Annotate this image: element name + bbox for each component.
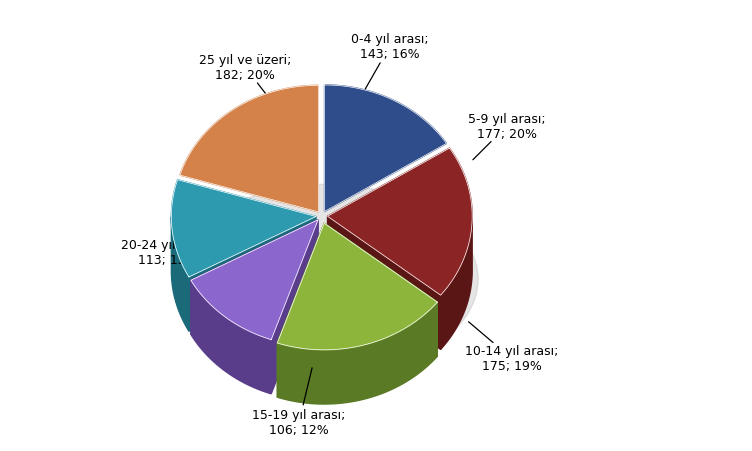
Polygon shape	[191, 281, 271, 394]
Polygon shape	[277, 303, 437, 404]
Text: 15-19 yıl arası;
106; 12%: 15-19 yıl arası; 106; 12%	[253, 368, 346, 436]
Polygon shape	[328, 217, 441, 350]
Polygon shape	[271, 221, 318, 394]
Polygon shape	[180, 86, 318, 212]
Text: 5-9 yıl arası;
177; 20%: 5-9 yıl arası; 177; 20%	[468, 112, 546, 161]
Text: 0-4 yıl arası;
143; 16%: 0-4 yıl arası; 143; 16%	[350, 33, 429, 92]
Text: 25 yıl ve üzeri;
182; 20%: 25 yıl ve üzeri; 182; 20%	[199, 54, 291, 115]
Polygon shape	[189, 217, 316, 331]
Polygon shape	[171, 217, 189, 331]
Ellipse shape	[174, 185, 478, 374]
Polygon shape	[441, 218, 472, 350]
Polygon shape	[324, 224, 437, 357]
Polygon shape	[171, 180, 316, 277]
Polygon shape	[277, 224, 437, 350]
Polygon shape	[325, 86, 447, 212]
Polygon shape	[277, 224, 324, 397]
Text: 10-14 yıl arası;
175; 19%: 10-14 yıl arası; 175; 19%	[465, 322, 558, 373]
Text: 20-24 yıl arası;
113; 13%: 20-24 yıl arası; 113; 13%	[121, 239, 226, 267]
Polygon shape	[328, 149, 472, 295]
Polygon shape	[191, 221, 318, 340]
Polygon shape	[191, 221, 318, 335]
